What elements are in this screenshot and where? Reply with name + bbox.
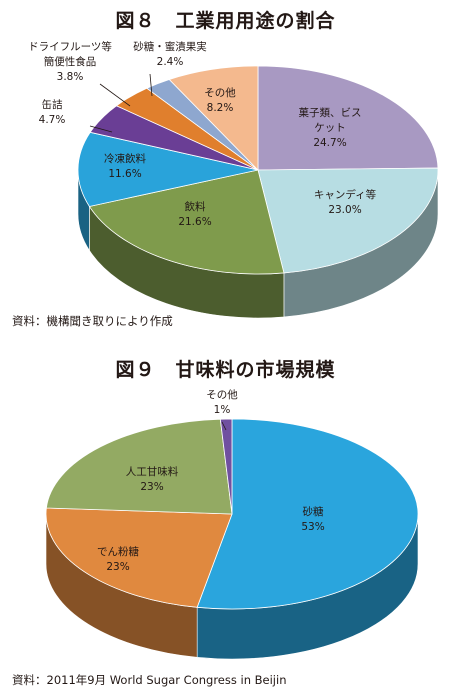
slice-label-缶詰: 缶詰 4.7%: [39, 98, 66, 126]
pie-slice-冷凍飲料: [77, 131, 259, 207]
slice-label-ドライフルーツ等簡便性食品: ドライフルーツ等簡便性食品 3.8%: [28, 40, 112, 83]
chart-title: 図８ 工業用用途の割合: [115, 10, 336, 32]
pie-slice-キャンディ等: [257, 167, 439, 274]
pie-slice-でん粉糖: [45, 507, 233, 608]
slice-label-砂糖・蜜漬果実: 砂糖・蜜漬果実 2.4%: [133, 40, 207, 68]
pie-slice-その他: [168, 65, 259, 171]
slice-label-冷凍飲料: 冷凍飲料 11.6%: [104, 152, 146, 180]
slice-label-飲料: 飲料 21.6%: [178, 200, 211, 228]
pie-slice-人工甘味料: [45, 418, 233, 515]
chart-title: 図９ 甘味料の市場規模: [115, 359, 336, 381]
industrial-use-pie-chart: 菓子類、ビスケット 24.7% キャンディ等 23.0% 飲料 21.6% 冷凍飲料 11.6…: [28, 40, 439, 319]
pie-slice-菓子類、ビスケット: [257, 65, 439, 171]
leader-line: [99, 83, 131, 107]
slice-label-人工甘味料: 人工甘味料 23%: [126, 465, 179, 493]
sweetener-market-pie-chart: 砂糖 53% でん粉糖 23% 人工甘味料 23% その他 1%: [45, 388, 419, 660]
chart-source: 資料：2011年9月 World Sugar Congress in Beiji…: [12, 673, 287, 687]
slice-label-その他: その他 1%: [206, 388, 238, 416]
slice-label-キャンディ等: キャンディ等 23.0%: [314, 188, 377, 216]
pie-slice-その他: [219, 418, 233, 515]
slice-label-その他: その他 8.2%: [204, 86, 236, 114]
slice-label-砂糖: 砂糖 53%: [301, 505, 324, 533]
slice-label-菓子類、ビスケット: 菓子類、ビスケット 24.7%: [299, 107, 362, 149]
leader-line: [149, 73, 153, 97]
pie-slice-砂糖: [196, 418, 419, 610]
chart-source: 資料：機構聞き取りにより作成: [12, 314, 173, 328]
leader-line: [89, 125, 113, 133]
leader-line: [221, 421, 227, 431]
slice-label-でん粉糖: でん粉糖 23%: [97, 545, 139, 573]
